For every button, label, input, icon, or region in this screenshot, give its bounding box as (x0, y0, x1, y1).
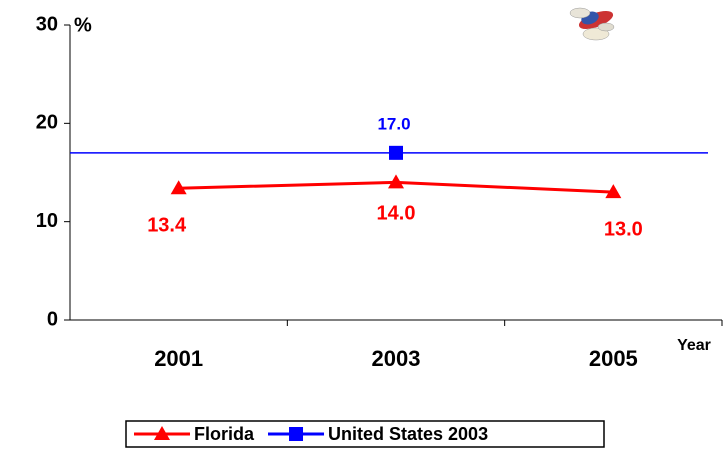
y-axis-label: % (74, 14, 92, 36)
marker (170, 180, 187, 195)
x-tick-label: 2001 (154, 346, 203, 371)
legend-marker (289, 427, 304, 441)
y-tick-label: 10 (36, 210, 58, 232)
data-label: 13.4 (147, 215, 187, 237)
marker (605, 184, 622, 199)
legend-marker (154, 426, 170, 440)
legend-box (125, 420, 605, 448)
x-tick-label: 2003 (372, 346, 421, 371)
legend-label: Florida (194, 424, 255, 444)
y-tick-label: 0 (47, 308, 58, 330)
data-label: 14.0 (377, 203, 416, 225)
legend: Florida United States 2003 (125, 420, 605, 448)
pill-icon (569, 7, 615, 41)
legend-label: United States 2003 (328, 424, 488, 444)
marker (389, 145, 403, 160)
x-axis-label: Year (677, 337, 711, 354)
y-tick-label: 20 (36, 112, 58, 134)
data-label: 13.0 (604, 218, 643, 240)
y-tick-label: 30 (36, 13, 58, 35)
marker (388, 174, 404, 189)
x-tick-label: 2005 (589, 346, 638, 371)
data-label: 17.0 (377, 114, 410, 133)
